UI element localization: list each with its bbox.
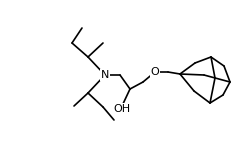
Text: OH: OH (113, 104, 130, 114)
Text: N: N (100, 70, 109, 80)
Text: O: O (150, 67, 159, 77)
